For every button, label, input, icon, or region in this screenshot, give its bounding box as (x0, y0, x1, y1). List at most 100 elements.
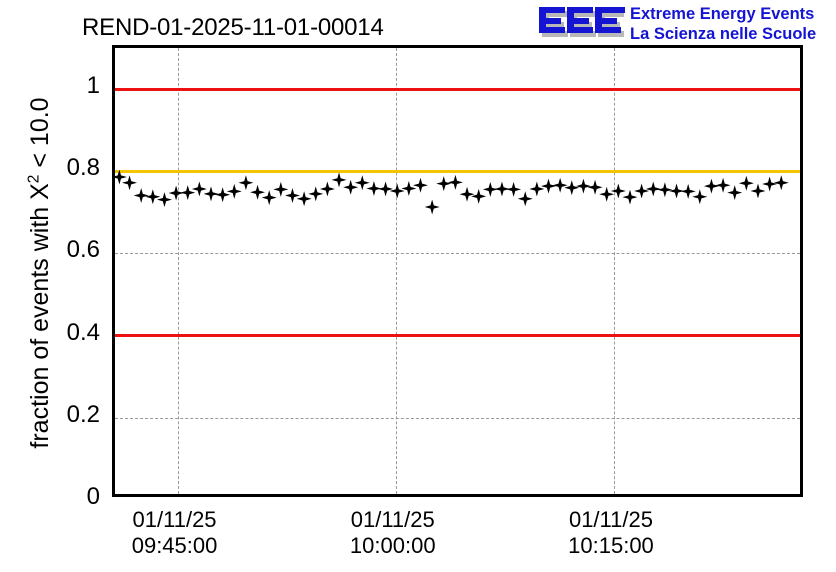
x-tick (115, 202, 118, 216)
x-tick (115, 418, 118, 432)
threshold-line-warning-limit (115, 169, 800, 173)
x-tick (115, 370, 118, 378)
y-axis-title-prefix: fraction of events with X (26, 183, 54, 449)
data-point (389, 183, 405, 199)
data-point (541, 178, 556, 194)
x-tick (115, 254, 118, 262)
data-point (552, 177, 568, 193)
data-point (471, 188, 487, 204)
x-tick (115, 410, 118, 418)
data-point (517, 191, 533, 207)
x-tick (115, 194, 118, 202)
data-point (727, 185, 743, 201)
x-tick (115, 386, 118, 394)
data-point (459, 186, 475, 202)
data-point (284, 188, 300, 204)
x-tick-label: 01/11/25 10:00:00 (350, 507, 436, 559)
y-axis-title-suffix: < 10.0 (26, 97, 54, 175)
data-point (180, 185, 196, 201)
y-gridline (115, 253, 800, 255)
y-gridline (115, 417, 800, 419)
x-tick (115, 286, 118, 294)
x-tick (115, 378, 118, 386)
x-tick-label-date: 01/11/25 (132, 507, 217, 532)
x-tick (115, 354, 118, 362)
data-point (738, 175, 754, 191)
data-point (145, 189, 161, 205)
x-tick (115, 262, 118, 270)
data-point (191, 181, 207, 197)
x-tick (115, 294, 118, 302)
x-tick-label-date: 01/11/25 (350, 507, 435, 532)
x-tick (115, 478, 118, 486)
x-gridline (395, 48, 397, 494)
data-point (168, 185, 184, 201)
x-tick (115, 462, 118, 470)
eee-logo-line1: Extreme Energy Events (630, 5, 815, 23)
x-tick (115, 270, 118, 278)
data-point (412, 177, 428, 193)
x-tick (115, 454, 118, 462)
x-tick (115, 486, 118, 494)
eee-logo: Extreme Energy Events La Scienza nelle S… (538, 3, 836, 47)
x-tick (115, 238, 118, 246)
x-tick-label: 01/11/25 10:15:00 (568, 507, 654, 559)
data-point (447, 174, 463, 190)
x-tick-label-time: 10:15:00 (568, 533, 654, 558)
data-point (575, 178, 591, 194)
data-point (354, 175, 370, 191)
x-tick (115, 216, 118, 230)
data-point (401, 181, 417, 197)
data-point (762, 176, 778, 192)
x-tick (115, 402, 118, 410)
x-tick (115, 346, 118, 354)
data-point (645, 181, 661, 197)
data-point (343, 179, 359, 195)
data-point (115, 169, 127, 185)
data-point (331, 172, 347, 188)
eee-logo-line2: La Scienza nelle Scuole (630, 25, 817, 43)
data-point (599, 186, 615, 202)
data-point (378, 181, 394, 197)
data-point (133, 188, 149, 204)
x-tick (115, 338, 118, 346)
data-point (226, 183, 242, 199)
data-point (703, 178, 719, 194)
x-tick-label: 01/11/25 09:45:00 (132, 507, 218, 559)
x-tick-label-date: 01/11/25 (568, 507, 653, 532)
data-point (436, 176, 452, 192)
data-point (319, 181, 335, 197)
x-gridline (177, 48, 179, 494)
x-tick (115, 432, 118, 446)
data-point (715, 177, 731, 193)
data-point (366, 181, 382, 197)
x-tick-label-time: 09:45:00 (131, 533, 218, 558)
data-point (657, 182, 673, 198)
data-point (215, 187, 231, 203)
x-tick (115, 362, 118, 370)
data-point (424, 199, 440, 215)
x-tick (115, 230, 118, 238)
data-point (494, 181, 510, 197)
data-point (203, 186, 219, 202)
x-tick (115, 186, 118, 194)
data-point (506, 181, 522, 197)
x-tick (115, 310, 118, 324)
data-point (669, 183, 685, 199)
eee-logo-mark (539, 7, 625, 37)
data-point (238, 175, 254, 191)
y-axis-title-exponent: 2 (25, 174, 43, 184)
x-tick-label-time: 10:00:00 (349, 533, 436, 558)
x-tick (115, 278, 118, 286)
x-tick (115, 302, 118, 310)
data-point (156, 192, 172, 208)
data-point (634, 183, 650, 199)
plot-area (115, 48, 800, 494)
x-tick (115, 446, 118, 454)
x-tick (115, 394, 118, 402)
data-point (773, 175, 789, 191)
threshold-line-lower-red-limit (115, 334, 800, 338)
data-point (587, 179, 603, 195)
data-point (529, 181, 545, 197)
